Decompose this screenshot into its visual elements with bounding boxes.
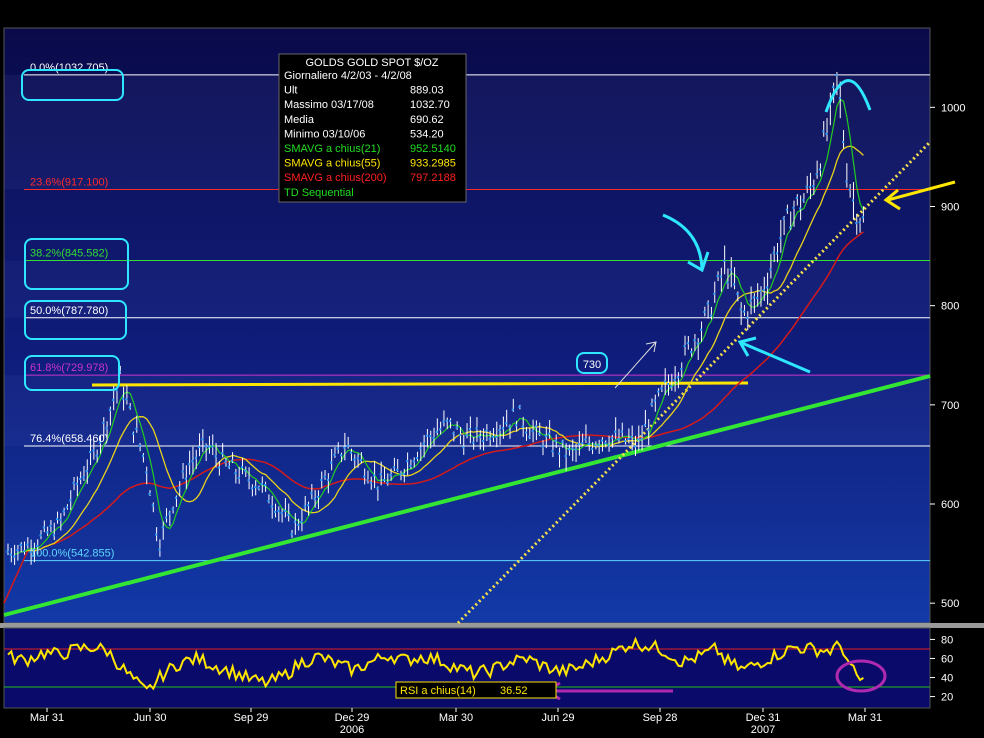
smavg-55-line [21,145,864,553]
info-row-label: Media [284,114,315,126]
rsi-tick-label: 60 [941,653,953,665]
price-tick-label: 900 [941,202,959,214]
fib-level-labels: 0.0%(1032.705) 23.6%(917.100) 38.2%(845.58… [30,62,114,560]
info-row-value: 933.2985 [410,158,456,170]
fib-61-label-highlight [24,355,120,391]
price-tick-label: 500 [941,598,959,610]
fib-label: 0.0%(1032.705) [30,62,108,74]
time-tick-label: Mar 31 [30,712,64,724]
fib-50-label-highlight [24,300,127,340]
fib-band [4,260,930,318]
price-tick-label: 600 [941,499,959,511]
yellow-arrow [883,180,956,211]
fib-band [4,189,930,261]
info-row-value: 690.62 [410,114,444,126]
fib-level-bands [4,74,930,561]
info-row-label: TD Sequential [284,187,354,199]
fib-label: 61.8%(729.978) [30,362,108,374]
fib-label: 76.4%(658.460) [30,433,108,445]
info-row-value: 952.5140 [410,143,456,155]
yellow-horizontal-730-line [91,381,749,387]
rsi-label-box [395,681,557,699]
level-730-label: 730 [583,359,601,371]
price-axis: 500 600 700 800 900 1000 [930,102,965,610]
fib-label: 38.2%(845.582) [30,247,108,259]
level-730-highlight [576,352,608,374]
info-row-label: Giornaliero 4/2/03 - 4/2/08 [284,70,412,82]
time-tick-label: Jun 29 [541,712,574,724]
rsi-tick-label: 40 [941,673,953,685]
fib-label: 100.0%(542.855) [30,548,114,560]
cyan-arrow-top [662,213,710,273]
fib-band [4,446,930,561]
rsi-line [7,636,864,691]
fib-level-lines [24,74,930,562]
fib-38-label-highlight [24,238,129,290]
info-panel-title: GOLDS GOLD SPOT $/OZ [305,57,438,69]
smavg-200-line [3,231,864,604]
fib-label: 50.0%(787.780) [30,305,108,317]
time-tick-label: Dec 31 [746,712,781,724]
info-row-value: 534.20 [410,128,444,140]
info-panel-box [278,53,467,203]
price-tick-label: 700 [941,400,959,412]
info-row-label: SMAVG a chius(200) [284,172,387,184]
price-panel-background [4,28,930,623]
price-tick-label: 800 [941,301,959,313]
fib-0-label-highlight [21,69,124,101]
white-arrow [614,341,657,389]
info-row-value: 889.03 [410,85,444,97]
green-trendline [3,374,931,617]
time-axis: Mar 31 Jun 30 Sep 29 Dec 29 Mar 30 Jun 29 Sep … [30,708,882,736]
time-tick-label: Dec 29 [335,712,370,724]
time-tick-label: Sep 29 [234,712,269,724]
cyan-arrow-right [737,336,811,374]
rsi-label: RSI a chius(14) [400,685,476,697]
info-row-value: 797.2188 [410,172,456,184]
time-tick-label: Mar 31 [848,712,882,724]
year-label: 2006 [340,724,364,736]
info-row-label: Massimo 03/17/08 [284,99,374,111]
rsi-value: 36.52 [500,685,528,697]
rsi-tick-label: 80 [941,634,953,646]
price-tick-label: 1000 [941,102,965,114]
info-panel: GOLDS GOLD SPOT $/OZ Giornaliero 4/2/03 … [278,53,467,203]
rsi-axis: 20 40 60 80 [930,634,953,704]
fib-label: 23.6%(917.100) [30,177,108,189]
peak-arc-annotation [824,79,872,113]
time-tick-label: Mar 30 [439,712,473,724]
year-label: 2007 [751,724,775,736]
price-bars [6,71,864,565]
rsi-tick-label: 20 [941,692,953,704]
info-row-label: SMAVG a chius(55) [284,158,380,170]
info-row-label: Ult [284,85,297,97]
time-tick-label: Sep 28 [643,712,678,724]
time-tick-label: Jun 30 [133,712,166,724]
fib-band [4,317,930,376]
info-row-value: 1032.70 [410,99,450,111]
info-row-label: SMAVG a chius(21) [284,143,380,155]
rsi-highlight-circle [835,659,887,693]
panel-separator [0,623,984,628]
rsi-panel-border [3,627,931,709]
info-row-label: Minimo 03/10/06 [284,128,365,140]
fib-band [4,74,930,190]
smavg-21-line [14,98,864,555]
